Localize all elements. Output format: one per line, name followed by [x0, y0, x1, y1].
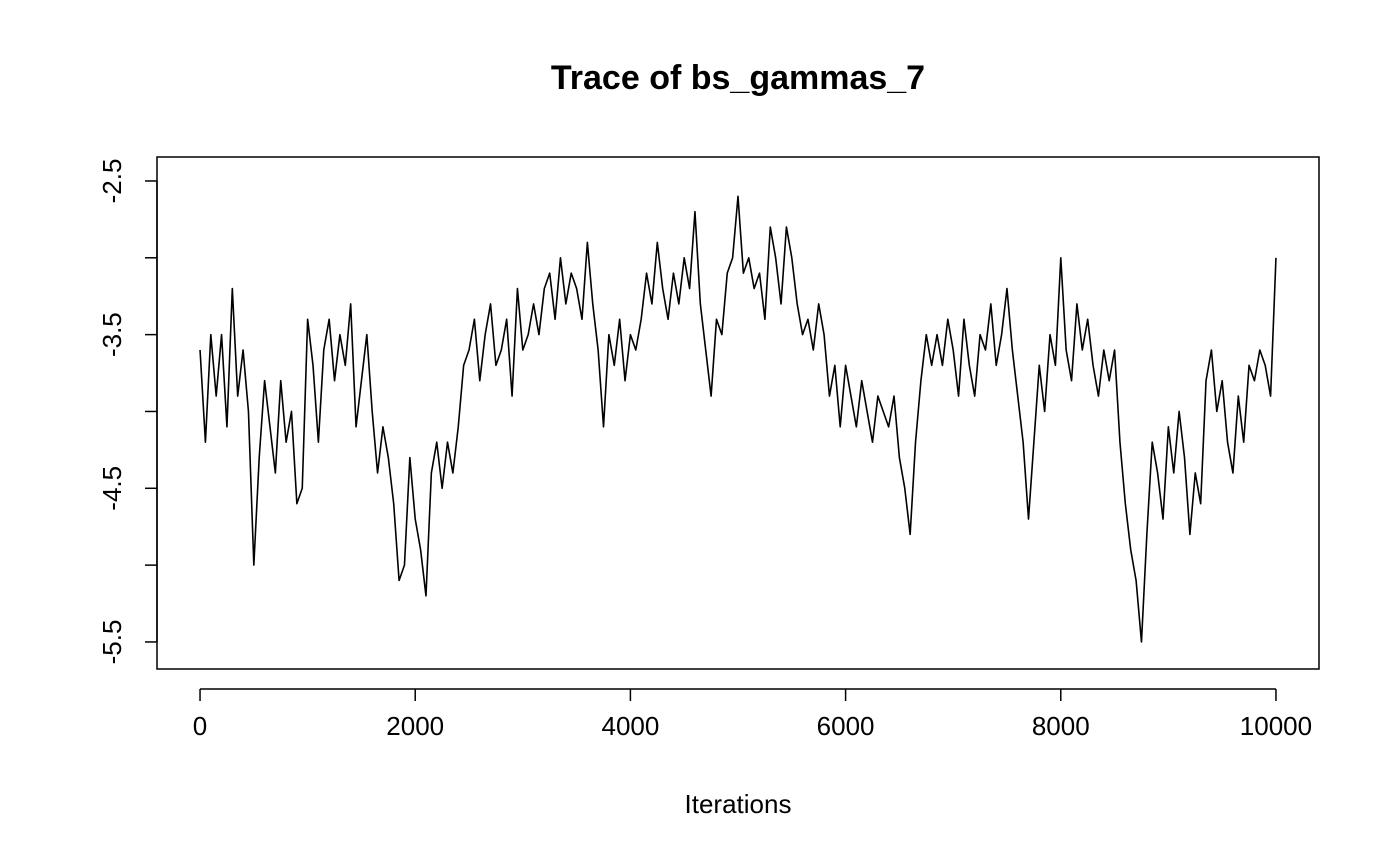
- x-tick-label: 4000: [601, 711, 659, 741]
- y-tick-label: -5.5: [97, 620, 127, 665]
- x-tick-label: 8000: [1032, 711, 1090, 741]
- x-tick-label: 2000: [386, 711, 444, 741]
- y-tick-label: -4.5: [97, 466, 127, 511]
- y-tick-label: -2.5: [97, 159, 127, 204]
- trace-line: [199, 195, 1277, 643]
- x-tick-label: 0: [193, 711, 207, 741]
- x-axis-label: Iterations: [685, 789, 792, 819]
- chart-title: Trace of bs_gammas_7: [551, 59, 925, 97]
- x-tick-label: 10000: [1240, 711, 1312, 741]
- x-tick-label: 6000: [817, 711, 875, 741]
- y-tick-label: -3.5: [97, 312, 127, 357]
